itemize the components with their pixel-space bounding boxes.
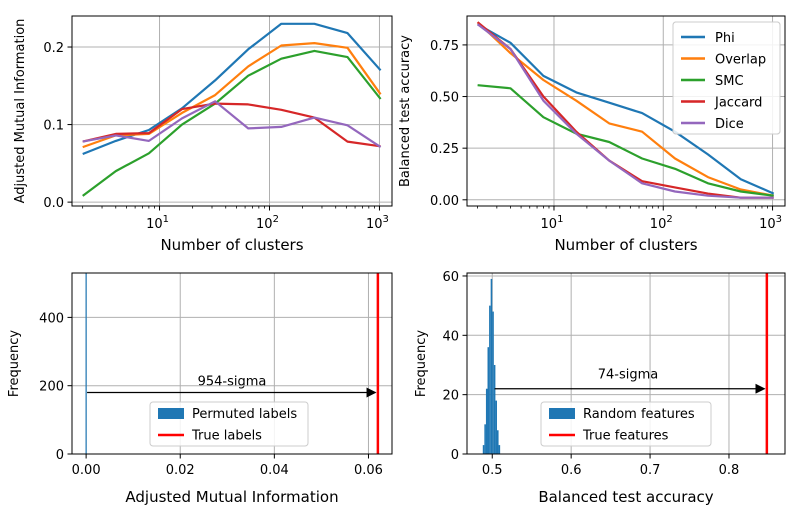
panel4-x-axis-label: Balanced test accuracy	[538, 488, 713, 506]
panel3-y-axis-label: Frequency	[7, 330, 22, 397]
series-line-phi	[477, 23, 775, 195]
histogram-bar	[485, 388, 488, 454]
legend: Phi Overlap SMC Jaccard Dice	[672, 21, 781, 135]
legend-label-dice: Dice	[715, 117, 744, 132]
x-tick-label: 0.5	[482, 463, 503, 478]
series-line-smc	[477, 84, 774, 197]
axes-frame	[466, 15, 786, 207]
legend-swatch-hist	[158, 408, 184, 419]
legend: Random features True features	[540, 401, 712, 447]
y-tick-label: 200	[39, 380, 64, 395]
panel-4: 0.5 0.6 0.7 0.8 0 20 40 60 Random features True f…	[442, 270, 786, 478]
x-tick-label: 103	[759, 214, 782, 232]
x-tick-label: 102	[650, 214, 673, 232]
y-tick-label: 40	[442, 329, 459, 344]
series-line-dice	[82, 100, 382, 149]
legend: Permuted labels True labels	[149, 401, 309, 447]
x-tick-label: 0.04	[260, 463, 289, 478]
histogram-bar	[489, 305, 491, 454]
axes-frame	[71, 272, 393, 455]
histogram-bar	[493, 364, 496, 454]
series-line-dice	[476, 23, 774, 199]
panel4-y-axis-label: Frequency	[414, 330, 429, 397]
series-line-smc	[82, 49, 382, 197]
legend-label-hist: Permuted labels	[192, 407, 297, 422]
legend-box	[672, 21, 781, 135]
series-line-overlap	[82, 41, 382, 149]
y-tick-label: 0.0	[43, 196, 64, 211]
series-line-overlap	[476, 21, 774, 197]
histogram-bar	[498, 445, 501, 454]
histogram-bar	[492, 311, 494, 454]
legend-label-phi: Phi	[715, 31, 735, 46]
histogram-bar	[482, 445, 485, 454]
y-tick-label: 400	[39, 311, 64, 326]
legend-label-jaccard: Jaccard	[714, 96, 762, 111]
y-tick-label: 0	[451, 448, 459, 463]
legend-label-line: True labels	[191, 429, 262, 444]
panel3-sigma-annotation: 954-sigma	[198, 375, 267, 390]
y-tick-label: 0.75	[430, 39, 459, 54]
panel2-y-axis-label: Balanced test accuracy	[398, 35, 413, 187]
series-line-jaccard	[82, 102, 381, 148]
y-tick-label: 20	[442, 389, 459, 404]
axes-frame	[466, 272, 786, 455]
x-tick-label: 0.00	[72, 463, 101, 478]
histogram-bar	[487, 347, 490, 454]
x-tick-label: 101	[541, 214, 564, 232]
y-tick-label: 0.50	[430, 91, 459, 106]
legend-swatch-hist	[549, 408, 575, 419]
x-tick-label: 103	[366, 214, 389, 232]
legend-box	[149, 401, 309, 447]
panel2-x-axis-label: Number of clusters	[554, 236, 697, 254]
histogram-bar	[495, 400, 497, 454]
x-tick-label: 101	[146, 214, 169, 232]
x-tick-label: 0.02	[166, 463, 195, 478]
histogram-bar	[496, 430, 499, 454]
panel-3: 0.00 0.02 0.04 0.06 0 200 400 Permuted labels Tr…	[39, 272, 393, 478]
panel1-x-axis-label: Number of clusters	[160, 236, 303, 254]
legend-box	[540, 401, 712, 447]
x-tick-label: 0.7	[640, 463, 661, 478]
y-tick-label: 0.25	[430, 142, 459, 157]
legend-label-smc: SMC	[715, 74, 744, 89]
histogram-bar	[490, 278, 493, 454]
y-tick-label: 0	[56, 448, 64, 463]
x-tick-label: 0.8	[719, 463, 740, 478]
x-tick-label: 0.6	[561, 463, 582, 478]
y-tick-label: 0.00	[430, 194, 459, 209]
panel4-sigma-annotation: 74-sigma	[598, 367, 659, 382]
y-tick-label: 0.1	[43, 119, 64, 134]
legend-label-line: True features	[582, 429, 669, 444]
panel3-x-axis-label: Adjusted Mutual Information	[125, 488, 338, 506]
legend-label-overlap: Overlap	[715, 53, 766, 68]
panel-2: 101 102 103 0.00 0.25 0.50 0.75 Phi Overlap SMC Ja…	[430, 15, 786, 232]
x-tick-label: 102	[256, 214, 279, 232]
x-tick-label: 0.06	[354, 463, 383, 478]
legend-label-hist: Random features	[583, 407, 695, 422]
y-tick-label: 0.2	[43, 41, 64, 56]
y-tick-label: 60	[442, 270, 459, 285]
histogram-bar	[484, 424, 486, 454]
histogram-bar	[85, 273, 87, 454]
panel1-y-axis-label: Adjusted Mutual Information	[13, 19, 28, 204]
axes-frame	[71, 15, 393, 207]
